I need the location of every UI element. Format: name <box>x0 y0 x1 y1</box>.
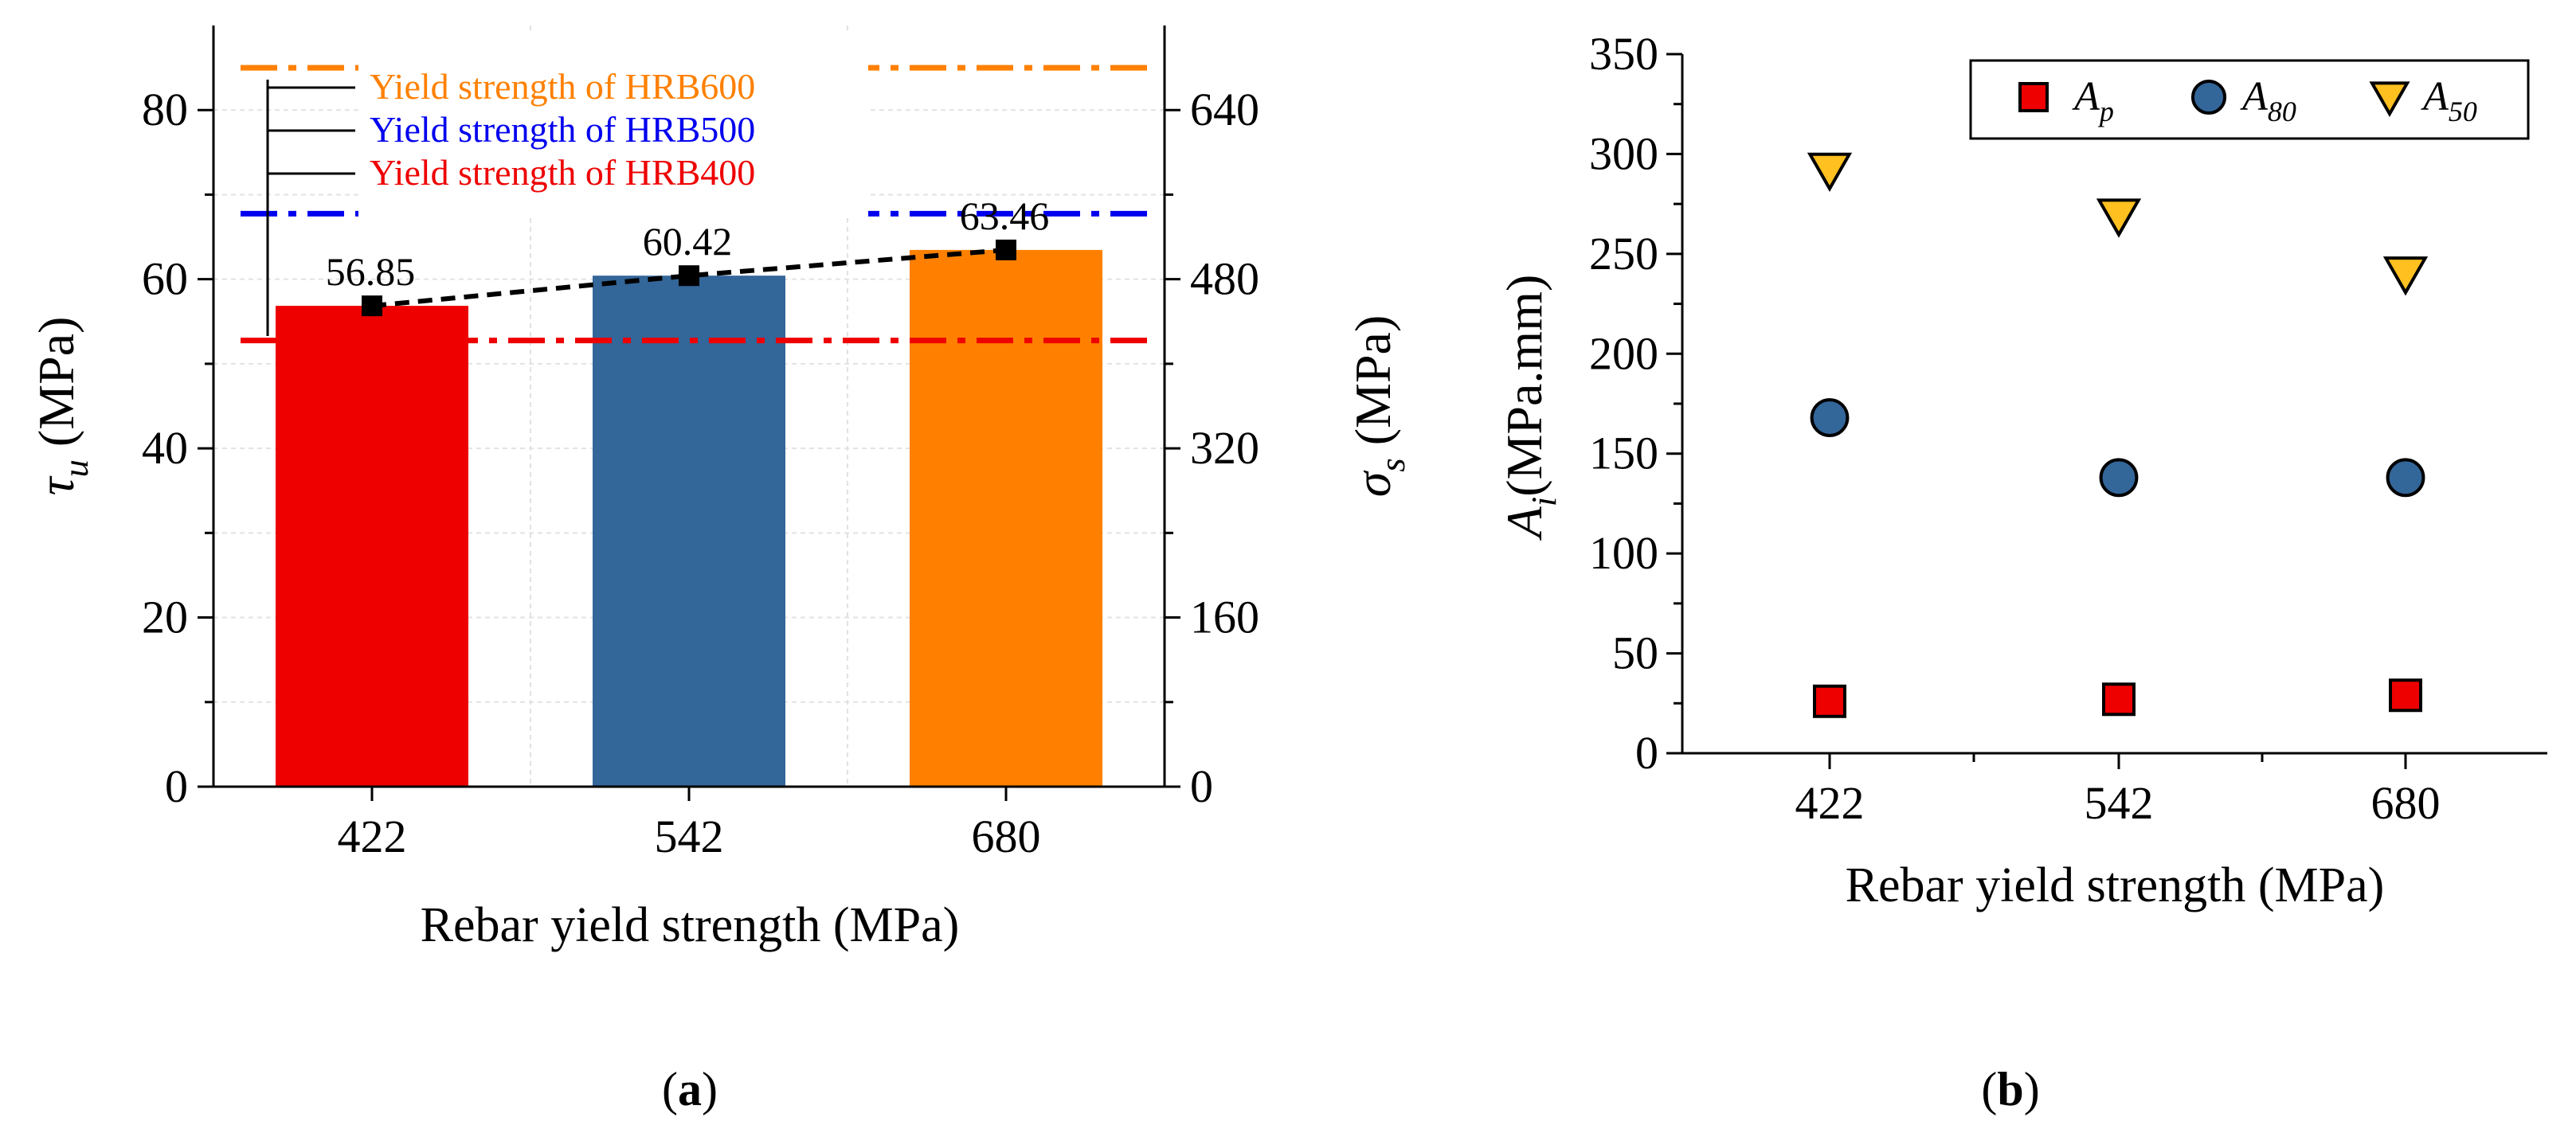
y-tick-label-350: 350 <box>1589 28 1658 80</box>
x-axis-title: Rebar yield strength (MPa) <box>1846 858 2385 912</box>
caption-letter: a <box>678 1063 702 1116</box>
point-A80-680 <box>2386 458 2425 498</box>
x-tick-label-542: 542 <box>655 811 724 862</box>
legend-marker-A80 <box>2190 79 2227 115</box>
x-tick-label-680: 680 <box>972 811 1041 862</box>
y2-tick-label-0: 0 <box>1190 760 1213 812</box>
y-tick-label-200: 200 <box>1589 327 1658 379</box>
reference-label-box <box>358 32 868 217</box>
caption-paren: ) <box>2024 1063 2040 1116</box>
y2-axis-title-unit: (MPa) <box>1345 315 1401 459</box>
reference-label-1: Yield strength of HRB500 <box>370 109 755 150</box>
point-A50-542 <box>2096 198 2142 238</box>
panel-caption-b: (b) <box>1981 1063 2039 1116</box>
legend-label-A80: A80 <box>2240 74 2296 127</box>
y-axis-title-subscript: u <box>56 459 96 477</box>
reference-label-0: Yield strength of HRB600 <box>370 66 755 107</box>
x-tick-label-542: 542 <box>2085 777 2154 829</box>
legend-marker-A50 <box>2369 81 2410 118</box>
legend-subscript: 50 <box>2449 96 2477 127</box>
y-tick-label-250: 250 <box>1589 228 1658 279</box>
point-A80-422 <box>1810 398 1850 437</box>
y-tick-label-80: 80 <box>142 84 188 135</box>
data-label-542: 60.42 <box>643 219 733 264</box>
point-Ap-680 <box>2389 678 2422 713</box>
legend-box <box>1969 59 2530 140</box>
y2-axis-title-subscript: s <box>1372 458 1412 471</box>
y2-tick-label-160: 160 <box>1190 592 1259 643</box>
legend-subscript: p <box>2097 96 2114 127</box>
y2-tick-label-480: 480 <box>1190 253 1259 305</box>
y-tick-label-40: 40 <box>142 422 188 474</box>
y2-tick-label-320: 320 <box>1190 422 1259 474</box>
data-label-680: 63.46 <box>960 193 1050 238</box>
trend-marker-680 <box>996 239 1016 260</box>
x-axis-title: Rebar yield strength (MPa) <box>421 898 960 952</box>
bar-422 <box>276 306 468 787</box>
y-tick-label-50: 50 <box>1612 627 1658 679</box>
trend-line <box>371 247 1007 309</box>
y-axis-title-unit: (MPa.mm) <box>1496 275 1552 497</box>
x-tick-label-422: 422 <box>338 811 407 862</box>
legend-label-A50: A50 <box>2421 74 2477 127</box>
y-axis-title-subscript: i <box>1524 497 1564 506</box>
y-axis-title-unit: (MPa) <box>28 317 84 460</box>
y-tick-label-300: 300 <box>1589 127 1658 179</box>
bar-680 <box>910 249 1102 787</box>
y-tick-label-20: 20 <box>142 592 188 643</box>
caption-paren: ( <box>1981 1063 1997 1116</box>
y2-tick-label-640: 640 <box>1190 84 1259 135</box>
caption-paren: ) <box>702 1063 718 1116</box>
legend: Ap A80 A50 <box>1969 59 2530 140</box>
caption-paren: ( <box>662 1063 678 1116</box>
trend-marker-422 <box>362 295 382 317</box>
legend-label-Ap: Ap <box>2072 74 2114 127</box>
y2-axis-title-symbol: σ <box>1345 470 1401 497</box>
point-A50-422 <box>1807 152 1853 192</box>
x-tick-label-680: 680 <box>2371 777 2441 829</box>
point-A80-542 <box>2099 458 2139 498</box>
panel-caption-a: (a) <box>662 1063 718 1116</box>
legend-subscript: 80 <box>2268 96 2296 127</box>
y-tick-label-0: 0 <box>165 760 188 812</box>
caption-letter: b <box>1997 1063 2023 1116</box>
legend-symbol: A <box>2240 74 2268 119</box>
data-label-422: 56.85 <box>326 249 416 294</box>
y-axis-title: τu (MPa) <box>28 317 96 496</box>
point-Ap-422 <box>1813 684 1846 718</box>
x-tick-label-422: 422 <box>1795 777 1865 829</box>
y-tick-label-0: 0 <box>1635 727 1658 779</box>
point-A50-680 <box>2382 256 2429 296</box>
y-axis-title-symbol: A <box>1496 506 1552 541</box>
point-Ap-542 <box>2102 682 2136 717</box>
y-tick-label-100: 100 <box>1589 527 1658 579</box>
y-axis-title-symbol: τ <box>28 475 84 495</box>
bar-542 <box>593 275 785 787</box>
legend-symbol: A <box>2421 74 2449 119</box>
legend-marker-Ap <box>2018 82 2049 112</box>
legend-symbol: A <box>2072 74 2100 119</box>
trend-marker-542 <box>679 265 699 287</box>
reference-label-2: Yield strength of HRB400 <box>370 152 755 193</box>
y-axis-title: Ai(MPa.mm) <box>1496 275 1564 541</box>
y-tick-label-150: 150 <box>1589 428 1658 479</box>
y-tick-label-60: 60 <box>142 253 188 305</box>
y2-axis-title: σs (MPa) <box>1345 315 1412 498</box>
